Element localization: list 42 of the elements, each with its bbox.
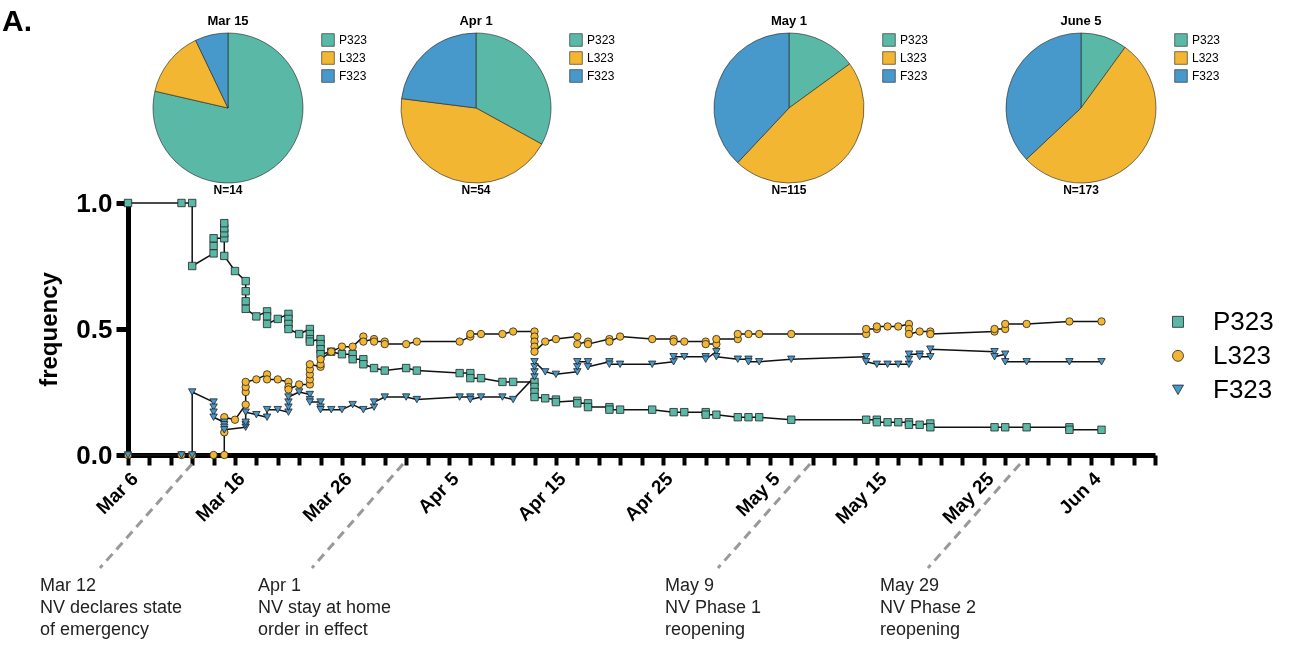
legend-label: F323 [587, 69, 615, 83]
x-tick-label: Jun 4 [1054, 467, 1106, 519]
legend-label: P323 [1192, 33, 1221, 47]
text: A. [2, 4, 32, 38]
text: N=173 [1063, 183, 1100, 197]
legend-label: F323 [1213, 373, 1273, 404]
legend-label: L323 [587, 51, 615, 65]
legend-label: L323 [1213, 339, 1271, 370]
legend-label: P323 [587, 33, 616, 47]
legend-label: L323 [1192, 51, 1220, 65]
legend-label: F323 [900, 69, 928, 83]
chart-title: May 1 [770, 12, 808, 28]
text: Apr 1 NV stay at home order in effect [258, 574, 392, 640]
legend-label: F323 [1192, 69, 1220, 83]
legend-label: L323 [339, 51, 367, 65]
x-tick-label: Mar 16 [191, 468, 249, 526]
legend-label: P323 [1213, 305, 1274, 336]
x-tick-label: Apr 5 [413, 467, 464, 518]
y-tick-label: 1.0 [76, 187, 113, 218]
chart-title: June 5 [1060, 12, 1102, 28]
chart-title: Apr 1 [459, 12, 493, 28]
y-tick-label: 0.0 [76, 439, 113, 470]
chart-title: Mar 15 [207, 12, 249, 28]
x-tick-label: May 15 [831, 467, 892, 528]
text: N=54 [461, 183, 491, 197]
text: N=14 [213, 183, 243, 197]
y-axis-title: frequency [35, 271, 63, 387]
x-tick-label: May 25 [938, 467, 999, 528]
text: May 29 NV Phase 2 reopening [880, 574, 977, 640]
legend-label: P323 [339, 33, 368, 47]
text: Mar 12 NV declares state of emergency [40, 574, 183, 640]
x-tick-label: Mar 26 [298, 468, 356, 526]
legend-label: F323 [339, 69, 367, 83]
y-tick-label: 0.5 [76, 313, 113, 344]
pie-slice [152, 32, 304, 184]
legend-label: P323 [900, 33, 929, 47]
x-tick-label: Apr 15 [513, 467, 571, 525]
legend-label: L323 [900, 51, 928, 65]
text: N=115 [771, 183, 807, 197]
x-tick-label: Mar 6 [91, 468, 142, 519]
text: May 9 NV Phase 1 reopening [665, 574, 762, 640]
x-tick-label: Apr 25 [620, 467, 678, 525]
